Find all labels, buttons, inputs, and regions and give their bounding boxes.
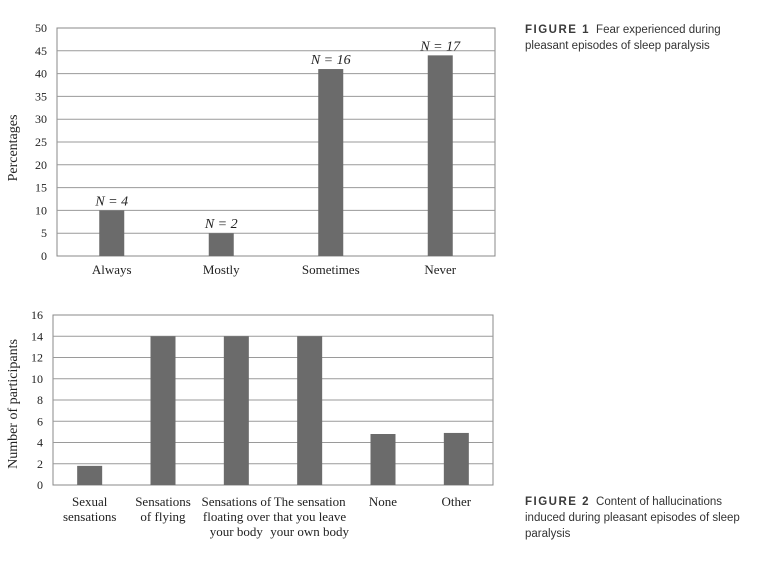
chart2-y-axis-label: Number of participants (6, 339, 21, 469)
chart2-y-tick-label: 2 (37, 457, 43, 471)
fear-bar-chart: 0 5 10 15 20 25 30 35 40 45 50 Always Mostly Sometim… (6, 21, 496, 277)
chart2-bars (77, 336, 469, 485)
chart2-category-label: The sensation that you leave your own body (270, 494, 349, 539)
chart1-gridlines (57, 50, 495, 234)
chart2-gridlines (53, 335, 493, 465)
chart1-y-tick-label: 40 (35, 67, 47, 81)
chart1-bar-annotation: N = 2 (204, 217, 238, 232)
chart2-bar (77, 465, 103, 485)
chart1-bar (318, 69, 344, 256)
chart2-y-tick-label: 14 (31, 329, 43, 343)
chart1-y-tick-label: 45 (35, 44, 47, 58)
chart2-y-tick-label: 4 (37, 436, 43, 450)
chart2-y-tick-label: 16 (31, 308, 43, 322)
hallucination-bar-chart: 0 2 4 6 8 10 12 14 16 Sexual sensations Sensations… (6, 308, 494, 539)
chart1-y-tick-label: 20 (35, 158, 47, 172)
chart1-y-tick-label: 50 (35, 21, 47, 35)
chart2-category-label: None (369, 494, 397, 509)
chart1-bar (99, 210, 125, 256)
chart1-category-label: Sometimes (302, 262, 360, 277)
chart2-y-tick-labels: 0 2 4 6 8 10 12 14 16 (31, 308, 43, 492)
chart2-bar (443, 432, 469, 485)
chart1-bar-annotation: N = 16 (310, 53, 351, 68)
chart1-y-tick-label: 30 (35, 112, 47, 126)
chart1-category-label: Never (424, 262, 456, 277)
chart2-y-tick-label: 0 (37, 478, 43, 492)
chart1-y-tick-label: 10 (35, 203, 47, 217)
chart2-category-label: Sensations of floating over your body (201, 494, 271, 539)
chart1-y-tick-label: 15 (35, 181, 47, 195)
chart1-bar (427, 55, 453, 256)
chart2-y-tick-label: 12 (31, 351, 43, 365)
chart1-y-tick-label: 0 (41, 249, 47, 263)
figure1-caption-text: Fear experienced during pleasant episode… (525, 24, 721, 52)
chart1-category-label: Always (92, 262, 132, 277)
chart1-bar-annotation: N = 17 (419, 39, 461, 54)
chart2-y-tick-label: 6 (37, 414, 43, 428)
chart2-bar (370, 434, 396, 485)
chart1-bar-annotation: N = 4 (94, 194, 128, 209)
chart1-category-label: Mostly (203, 262, 240, 277)
chart2-category-label: Sexual sensations (63, 494, 116, 524)
chart2-category-label: Other (442, 494, 472, 509)
chart2-category-label: Sensations of flying (135, 494, 191, 524)
figure1-caption: FIGURE 1 Fear experienced during pleasant… (525, 22, 755, 54)
chart1-bars (99, 55, 453, 256)
chart1-y-axis-label: Percentages (6, 115, 21, 182)
chart2-y-tick-label: 8 (37, 393, 43, 407)
chart1-bar (208, 233, 234, 256)
chart2-bar (297, 336, 323, 485)
figure2-caption-text: Content of hallucinations induced during… (525, 496, 740, 540)
figure1-number: FIGURE 1 (525, 24, 591, 36)
chart1-y-tick-label: 5 (41, 226, 47, 240)
chart1-bar-annotations: N = 4 N = 2 N = 16 N = 17 (94, 39, 461, 232)
figure2-number: FIGURE 2 (525, 496, 591, 508)
chart2-y-tick-label: 10 (31, 372, 43, 386)
chart2-category-labels: Sexual sensations Sensations of flying Sensa… (63, 494, 472, 539)
chart2-bar (223, 336, 249, 485)
chart1-category-labels: Always Mostly Sometimes Never (92, 262, 457, 277)
chart2-bar (150, 336, 176, 485)
figure2-caption: FIGURE 2 Content of hallucinations induce… (525, 494, 760, 542)
chart1-y-tick-label: 25 (35, 135, 47, 149)
chart1-y-tick-label: 35 (35, 89, 47, 103)
chart1-y-tick-labels: 0 5 10 15 20 25 30 35 40 45 50 (35, 21, 47, 263)
